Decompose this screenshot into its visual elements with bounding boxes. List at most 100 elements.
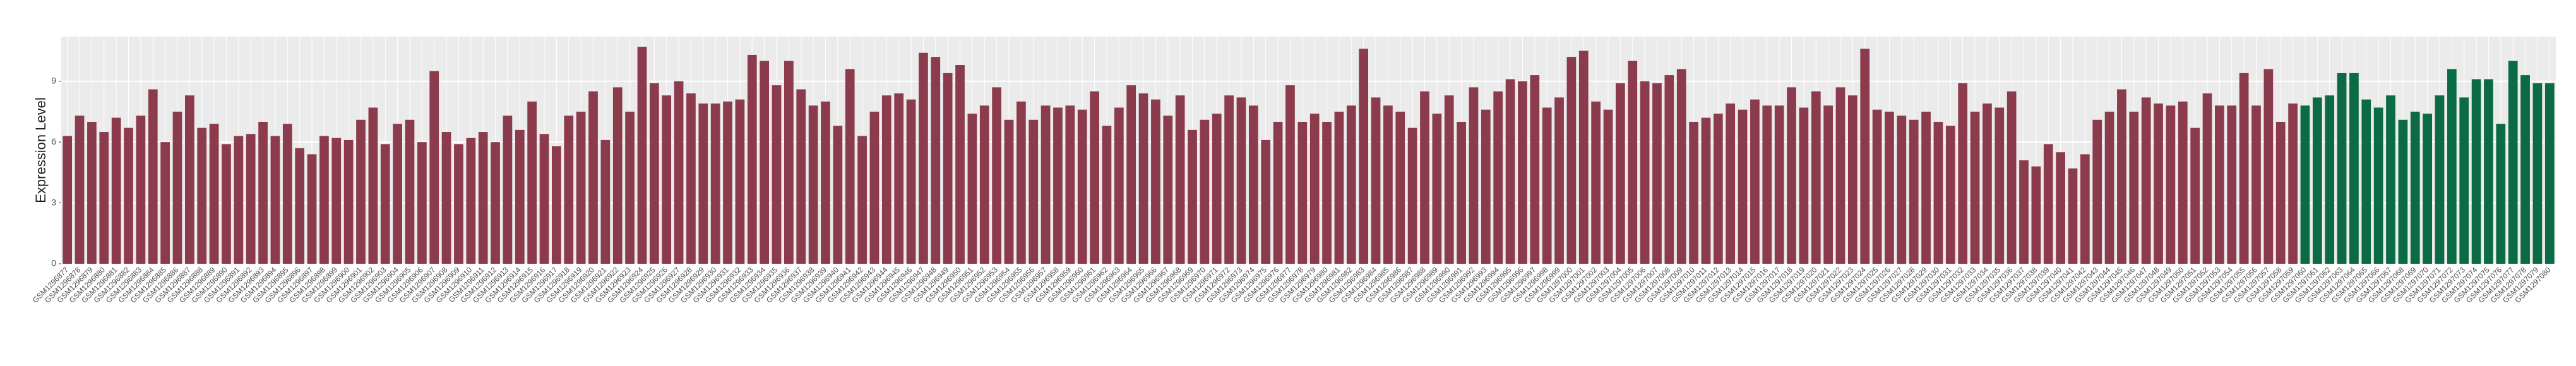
bar: [2031, 166, 2041, 264]
bar: [1432, 114, 1442, 264]
bar: [2410, 111, 2420, 264]
bar: [1138, 93, 1148, 264]
bar: [2092, 119, 2102, 264]
bar: [2373, 107, 2383, 264]
bar: [1236, 97, 1246, 264]
bar: [2104, 111, 2114, 264]
bar: [576, 111, 586, 264]
bar: [1799, 107, 1809, 264]
bar: [368, 107, 378, 264]
bar: [1616, 83, 1625, 264]
bar: [99, 132, 109, 264]
bar: [185, 95, 194, 264]
bar: [454, 144, 463, 264]
bar: [564, 115, 574, 264]
bar: [1053, 107, 1063, 264]
bar: [1835, 87, 1846, 264]
bar: [331, 138, 342, 264]
bar: [282, 124, 292, 264]
bar: [2129, 111, 2139, 264]
bar: [1603, 109, 1613, 264]
bar: [539, 134, 549, 264]
bar: [393, 124, 402, 264]
bar: [1334, 111, 1344, 264]
bar: [1860, 49, 1870, 264]
bar: [686, 93, 696, 264]
bar: [821, 101, 830, 264]
bar: [478, 132, 488, 264]
bar: [808, 105, 818, 264]
bar: [1420, 91, 1429, 264]
bar: [2275, 122, 2286, 264]
bar: [2398, 119, 2408, 264]
bar: [1200, 119, 1210, 264]
bar: [2312, 97, 2322, 264]
bar: [1359, 49, 1369, 264]
bar: [1273, 122, 1283, 264]
bar: [1983, 103, 1992, 264]
bar: [2166, 105, 2176, 264]
bar: [1676, 69, 1686, 264]
bar: [2202, 93, 2212, 264]
bar: [405, 119, 415, 264]
bar: [2386, 95, 2395, 264]
bar: [796, 89, 806, 264]
bar: [2178, 101, 2188, 264]
bar: [674, 81, 684, 264]
bar: [1897, 115, 1907, 264]
bar: [1309, 114, 1320, 264]
bar: [307, 154, 317, 264]
bar: [2068, 168, 2078, 264]
bar: [2227, 105, 2237, 264]
bar: [2251, 105, 2261, 264]
bar: [1885, 111, 1894, 264]
bar: [343, 139, 354, 264]
bar: [637, 47, 647, 264]
bar: [63, 136, 73, 264]
bar: [1872, 109, 1882, 264]
bar: [87, 122, 97, 264]
plot-panel: [61, 37, 2556, 264]
bar: [2239, 73, 2249, 264]
bar: [1640, 81, 1650, 264]
bar: [1848, 95, 1857, 264]
bar: [1762, 105, 1772, 264]
bar: [760, 61, 769, 264]
bar: [2508, 61, 2518, 264]
bar: [1151, 99, 1160, 264]
bar: [1261, 139, 1271, 264]
bar: [1701, 117, 1711, 264]
bar: [1921, 111, 1931, 264]
bar: [1090, 91, 1099, 264]
bar: [491, 142, 500, 264]
bar: [552, 146, 561, 264]
bar: [857, 136, 867, 264]
bar: [979, 105, 989, 264]
bar: [2043, 144, 2053, 264]
bar: [1713, 114, 1723, 264]
bar: [2263, 69, 2274, 264]
bar: [1652, 83, 1662, 264]
bar: [2520, 75, 2530, 264]
bar: [319, 136, 329, 264]
bar: [2190, 127, 2200, 264]
bar: [1065, 105, 1075, 264]
bar: [2471, 79, 2481, 264]
bar: [295, 148, 305, 264]
bar: [1591, 101, 1601, 264]
bar: [1346, 105, 1356, 264]
bar: [1248, 105, 1258, 264]
bar: [894, 93, 904, 264]
bar: [160, 142, 170, 264]
bar: [747, 54, 757, 264]
bar: [1444, 95, 1454, 264]
bar: [723, 101, 732, 264]
bar: [1126, 85, 1136, 264]
bar: [1628, 61, 1638, 264]
bar: [1407, 127, 1417, 264]
bar: [75, 115, 85, 264]
bar: [662, 95, 672, 264]
bar: [612, 87, 623, 264]
bar: [588, 91, 598, 264]
